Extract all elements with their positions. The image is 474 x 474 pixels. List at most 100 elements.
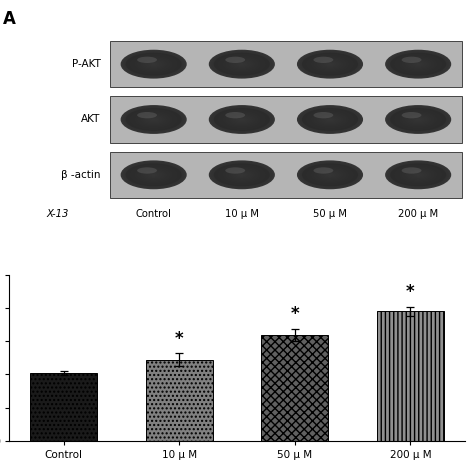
Ellipse shape: [128, 108, 179, 131]
Ellipse shape: [150, 173, 157, 176]
Ellipse shape: [299, 106, 361, 133]
Ellipse shape: [209, 50, 275, 79]
Ellipse shape: [137, 112, 157, 118]
Ellipse shape: [385, 50, 451, 79]
Ellipse shape: [124, 107, 183, 132]
Ellipse shape: [130, 109, 178, 130]
Ellipse shape: [315, 58, 345, 71]
Bar: [261, 335, 328, 441]
Ellipse shape: [214, 53, 270, 76]
Ellipse shape: [297, 105, 363, 134]
Ellipse shape: [223, 167, 260, 183]
Ellipse shape: [223, 111, 260, 128]
Ellipse shape: [317, 59, 343, 70]
Ellipse shape: [237, 117, 247, 122]
Ellipse shape: [405, 169, 431, 181]
Ellipse shape: [389, 162, 447, 188]
Ellipse shape: [405, 114, 431, 125]
Ellipse shape: [325, 173, 336, 177]
Ellipse shape: [152, 118, 155, 120]
Ellipse shape: [319, 59, 341, 69]
Ellipse shape: [218, 164, 266, 185]
Ellipse shape: [212, 107, 271, 132]
Ellipse shape: [139, 168, 168, 181]
Text: *: *: [406, 283, 415, 301]
Ellipse shape: [209, 105, 275, 134]
Ellipse shape: [413, 173, 424, 177]
Ellipse shape: [302, 163, 357, 187]
Ellipse shape: [120, 160, 187, 189]
Ellipse shape: [392, 108, 444, 131]
Ellipse shape: [238, 63, 246, 66]
Ellipse shape: [389, 51, 447, 77]
Ellipse shape: [212, 162, 271, 188]
Ellipse shape: [134, 55, 174, 73]
Ellipse shape: [416, 64, 420, 65]
Ellipse shape: [122, 106, 185, 133]
Ellipse shape: [150, 63, 157, 66]
Ellipse shape: [210, 161, 273, 189]
Ellipse shape: [137, 168, 170, 182]
Ellipse shape: [299, 161, 361, 189]
Ellipse shape: [225, 168, 258, 182]
Ellipse shape: [390, 108, 446, 131]
Ellipse shape: [222, 166, 262, 183]
Ellipse shape: [225, 57, 258, 72]
Ellipse shape: [135, 56, 172, 72]
Ellipse shape: [126, 163, 181, 187]
Ellipse shape: [126, 163, 182, 186]
Ellipse shape: [139, 113, 168, 126]
Ellipse shape: [398, 166, 438, 183]
Ellipse shape: [145, 116, 163, 124]
Ellipse shape: [396, 165, 440, 184]
Ellipse shape: [220, 110, 264, 129]
Ellipse shape: [385, 160, 451, 189]
Bar: [377, 311, 444, 441]
Ellipse shape: [315, 113, 345, 126]
Ellipse shape: [301, 162, 359, 188]
Ellipse shape: [225, 167, 245, 173]
Ellipse shape: [214, 108, 269, 131]
Ellipse shape: [400, 56, 437, 72]
Ellipse shape: [214, 108, 270, 131]
Ellipse shape: [310, 110, 350, 128]
Ellipse shape: [227, 168, 256, 181]
Ellipse shape: [210, 51, 273, 78]
Ellipse shape: [132, 165, 176, 184]
Ellipse shape: [225, 112, 245, 118]
Ellipse shape: [390, 53, 446, 76]
Text: 200 μ M: 200 μ M: [398, 209, 438, 219]
Ellipse shape: [229, 169, 255, 181]
Ellipse shape: [310, 55, 350, 73]
Ellipse shape: [128, 53, 179, 75]
Ellipse shape: [313, 112, 333, 118]
Ellipse shape: [135, 167, 172, 183]
Ellipse shape: [385, 105, 451, 134]
Ellipse shape: [310, 166, 350, 183]
Ellipse shape: [409, 171, 428, 179]
Ellipse shape: [328, 118, 332, 120]
Ellipse shape: [237, 173, 247, 177]
Ellipse shape: [229, 59, 255, 70]
Ellipse shape: [396, 110, 440, 129]
Ellipse shape: [122, 161, 185, 189]
Ellipse shape: [407, 170, 429, 180]
Ellipse shape: [240, 174, 244, 176]
Ellipse shape: [229, 114, 255, 125]
Ellipse shape: [392, 164, 444, 186]
Ellipse shape: [413, 62, 424, 66]
Ellipse shape: [141, 114, 166, 125]
Ellipse shape: [304, 164, 356, 186]
Ellipse shape: [326, 173, 334, 176]
Ellipse shape: [313, 168, 346, 182]
Ellipse shape: [299, 51, 361, 78]
Ellipse shape: [122, 51, 185, 78]
Ellipse shape: [222, 55, 262, 73]
Ellipse shape: [120, 50, 187, 79]
Ellipse shape: [237, 62, 247, 66]
Ellipse shape: [216, 164, 267, 186]
Ellipse shape: [214, 163, 269, 187]
Ellipse shape: [403, 113, 433, 126]
Ellipse shape: [416, 118, 420, 120]
Text: *: *: [291, 305, 299, 323]
